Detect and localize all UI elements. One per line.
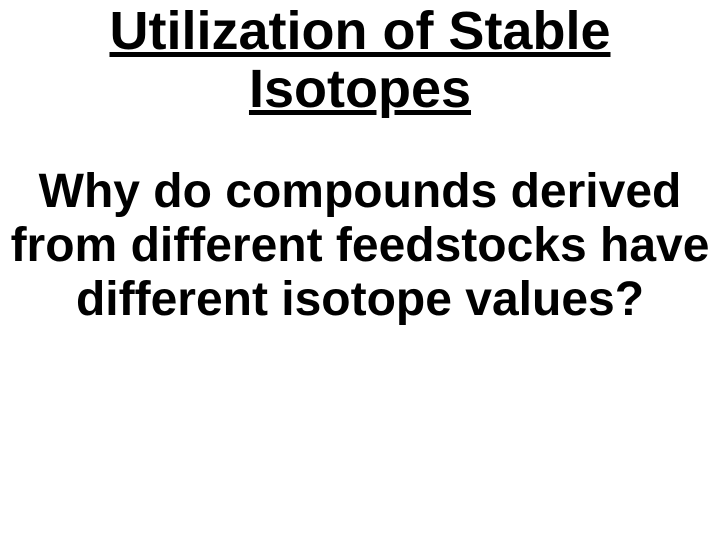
slide: Utilization of Stable Isotopes Why do co… <box>0 0 720 540</box>
slide-body-text: Why do compounds derived from different … <box>0 165 720 326</box>
slide-title: Utilization of Stable Isotopes <box>0 2 720 119</box>
